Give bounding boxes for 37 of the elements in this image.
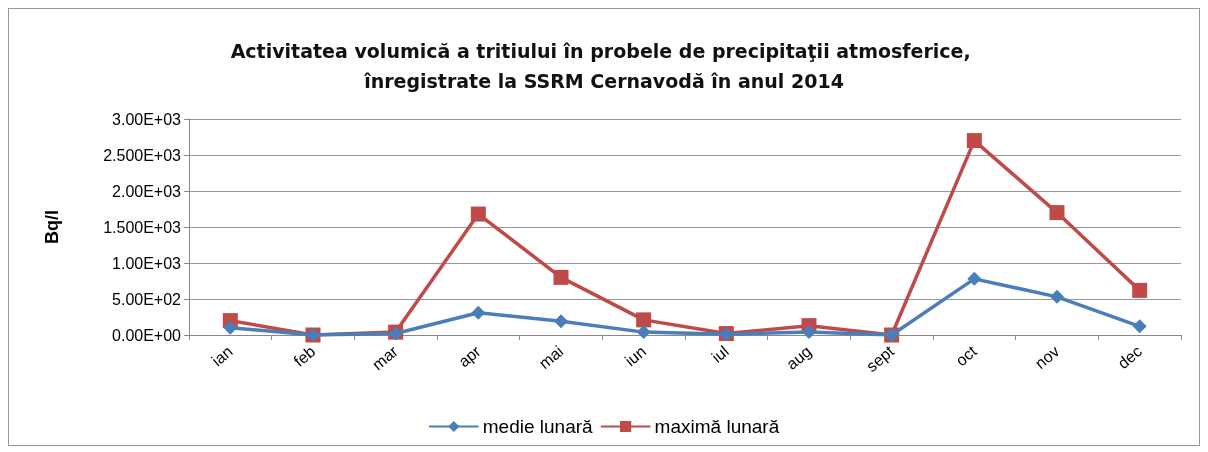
point [1050,289,1064,304]
x-tick-label: aug [783,342,815,373]
y-tick-label: 2.500E+03 [103,146,182,164]
point [223,320,238,335]
x-tick-label: mai [535,342,567,373]
y-axis-title: Bq/l [42,210,62,244]
point [471,305,486,320]
x-tick-label: oct [952,342,981,370]
legend-label: maximă lunară [654,416,780,437]
x-tick-label: mar [369,342,402,374]
x-tick-label: apr [455,342,485,371]
point [966,133,982,149]
y-tick-label: 1.00E+03 [112,254,182,272]
point [802,325,816,340]
x-tick-label: nov [1031,342,1063,373]
point [636,312,652,328]
chart-title: Activitatea volumică a tritiului în probele de precipitaţii atmosferice, înregistrate la SSRM Cernavodă în anul 2014 [230,40,978,92]
x-tick-label: sept [863,342,898,375]
y-tick-label: 3.00E+03 [112,110,182,128]
y-tick-label: 2.00E+03 [112,182,182,200]
point [553,269,569,285]
x-tick-label: iul [708,342,732,366]
y-tick-label: 0.00E+00 [112,326,182,344]
point [636,325,651,340]
point [554,314,568,329]
x-tick-label: ian [208,342,236,370]
x-tick-label: feb [290,342,319,370]
point [1049,205,1065,221]
point [470,206,486,222]
point [967,271,982,286]
y-tick-label: 5.00E+02 [112,290,182,308]
x-tick-label: iun [621,342,650,370]
legend-label: medie lunară [482,416,594,437]
point [1132,282,1148,298]
point [1132,319,1147,334]
y-tick-label: 1.500E+03 [103,218,182,236]
x-tick-label: dec [1114,342,1146,373]
